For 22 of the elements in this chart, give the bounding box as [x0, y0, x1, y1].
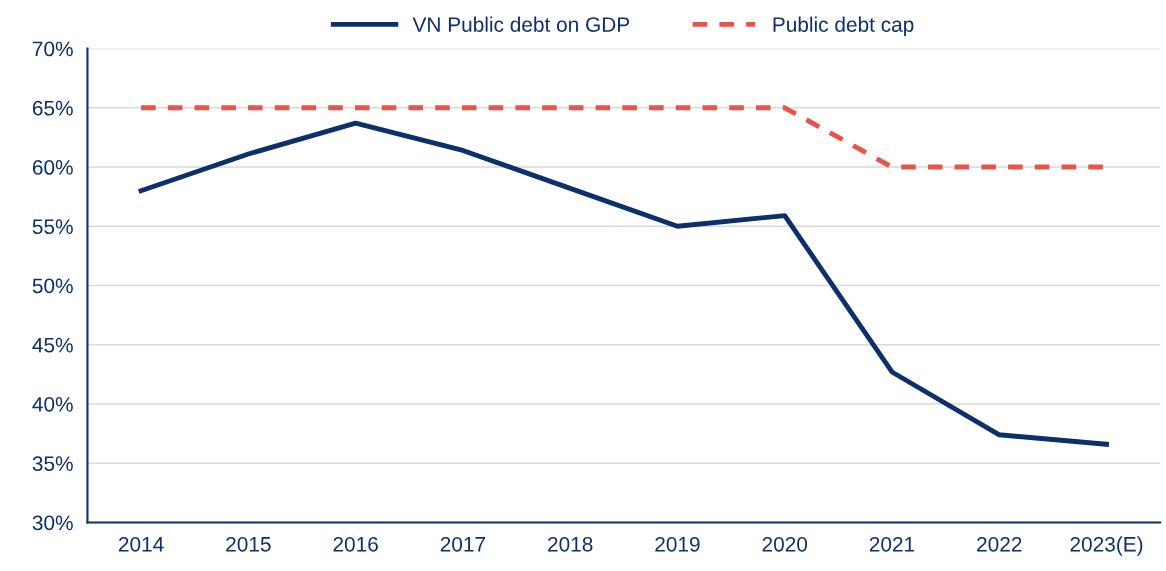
y-tick-label: 35%	[32, 456, 73, 471]
x-tick-label: 2021	[869, 536, 915, 552]
x-tick-label: 2014	[118, 536, 164, 552]
x-tick-label: 2017	[440, 536, 486, 552]
y-tick-label: 60%	[32, 160, 73, 175]
line-series	[138, 120, 1109, 447]
x-tick-label: 2020	[762, 536, 808, 552]
x-tick-label: 2018	[548, 536, 593, 552]
x-tick-label: 2015	[226, 536, 271, 552]
y-tick-label: 30%	[32, 515, 73, 531]
y-tick-label: 50%	[32, 278, 73, 294]
x-tick-label: 2022	[977, 536, 1022, 552]
y-tick-label: 40%	[32, 396, 73, 412]
legend-label: VN Public debt on GDP	[412, 16, 630, 32]
y-tick-label: 65%	[32, 100, 73, 116]
legend-label: Public debt cap	[773, 16, 914, 37]
x-tick-label: 2023(E)	[1070, 536, 1143, 556]
y-tick-label: 45%	[32, 337, 73, 353]
y-tick-label: 55%	[32, 219, 73, 235]
y-tick-label: 70%	[32, 41, 73, 57]
x-tick-label: 2016	[333, 536, 378, 552]
x-tick-label: 2019	[655, 536, 700, 552]
